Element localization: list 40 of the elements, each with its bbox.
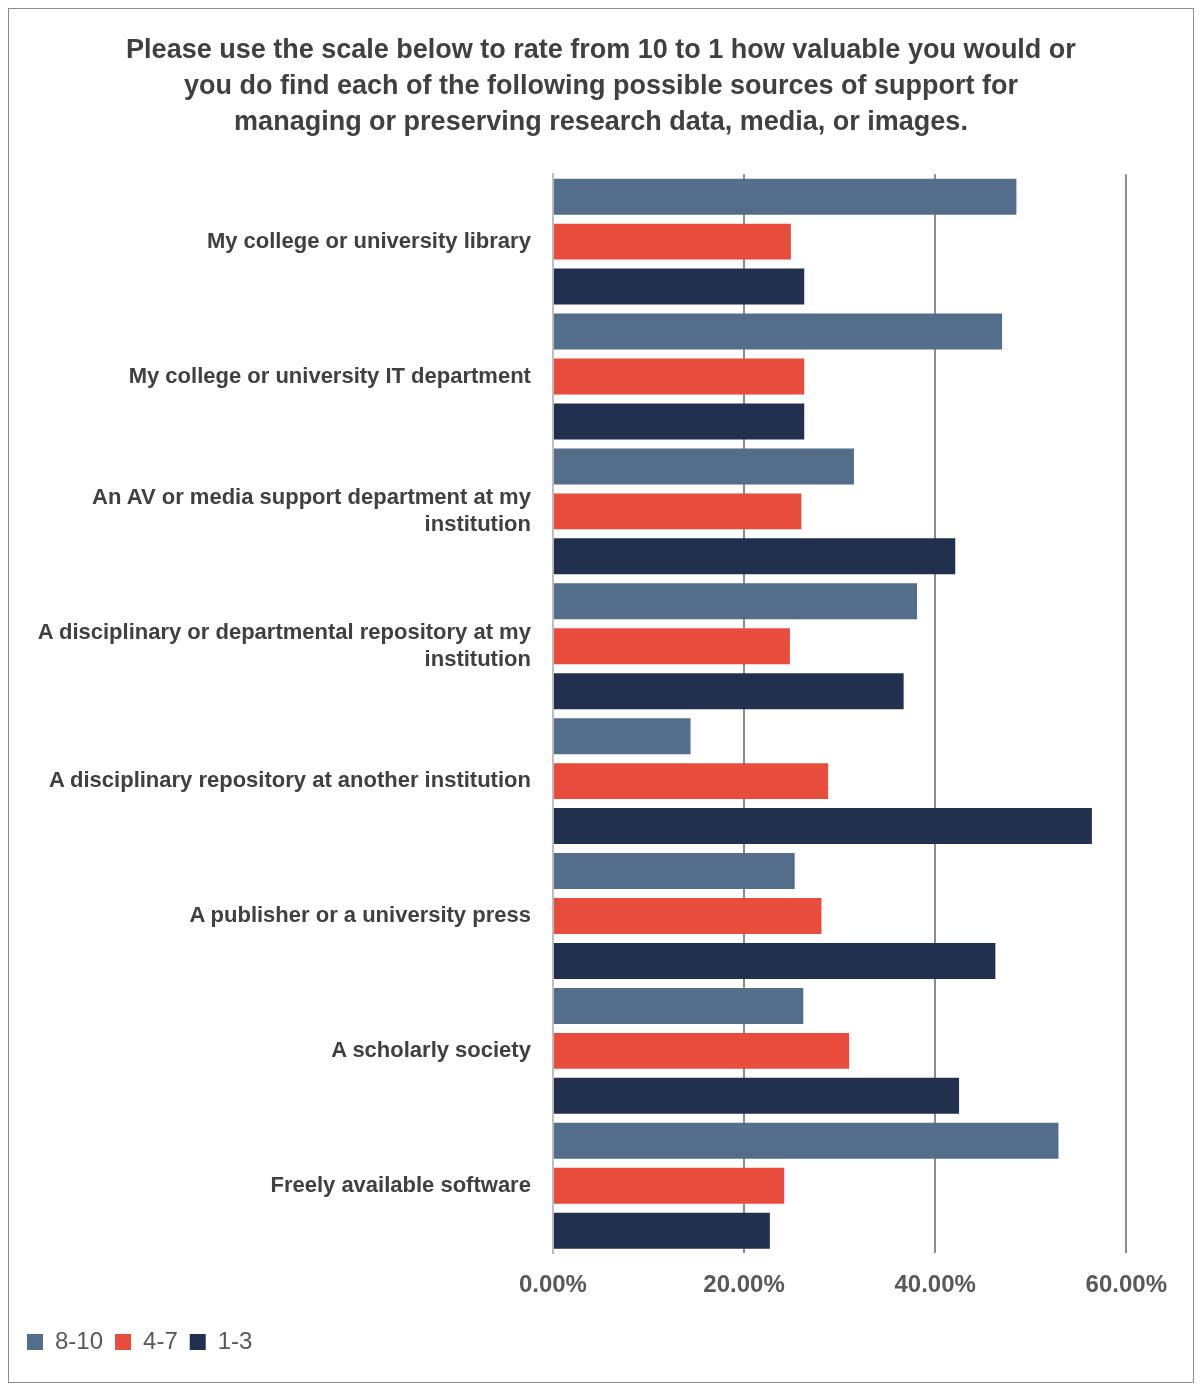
bar (553, 403, 805, 440)
bar (553, 853, 795, 890)
x-tick-label: 0.00% (518, 1270, 587, 1298)
bar (553, 1032, 850, 1069)
bar (553, 628, 790, 665)
bar (553, 178, 1017, 215)
bar (553, 898, 822, 934)
y-tick-label: A scholarly society (331, 1036, 532, 1062)
bar (553, 223, 791, 260)
y-tick-label: A publisher or a university press (189, 902, 531, 928)
y-tick-label: An AV or media support department at my institution (92, 484, 532, 536)
legend-label: 4-7 (143, 1326, 178, 1354)
bar (553, 538, 956, 575)
bar (553, 313, 1003, 350)
legend-label: 8-10 (55, 1326, 104, 1354)
bar (553, 493, 802, 530)
bar (553, 1077, 960, 1114)
bar (553, 583, 918, 620)
y-tick-label: My college or university library (206, 227, 532, 253)
bar (553, 987, 804, 1024)
bar (553, 942, 996, 979)
bar (553, 1212, 770, 1249)
bar (553, 268, 805, 305)
bar (553, 448, 854, 485)
chart-title: Please use the scale below to rate from 10 to 1 how valuable you would or you do find each of the following possible sources of support for managing or preserving research data, media, or images. (125, 33, 1077, 138)
legend-label: 1-3 (217, 1326, 253, 1354)
x-tick-label: 20.00% (703, 1270, 785, 1298)
y-tick-label: A disciplinary repository at another institution (48, 767, 531, 793)
bar (553, 358, 805, 395)
y-tick-label: My college or university IT department (128, 362, 532, 388)
bar (553, 718, 691, 755)
bar (553, 808, 1092, 845)
y-tick-label: Freely available software (270, 1171, 531, 1197)
y-tick-label: A disciplinary or departmental repository at my institution (37, 619, 532, 671)
bar (553, 763, 829, 800)
bar (553, 1122, 1059, 1159)
x-tick-label: 40.00% (894, 1270, 976, 1298)
bar (553, 673, 904, 710)
x-tick-label: 60.00% (1085, 1270, 1167, 1298)
bar (553, 1167, 785, 1204)
